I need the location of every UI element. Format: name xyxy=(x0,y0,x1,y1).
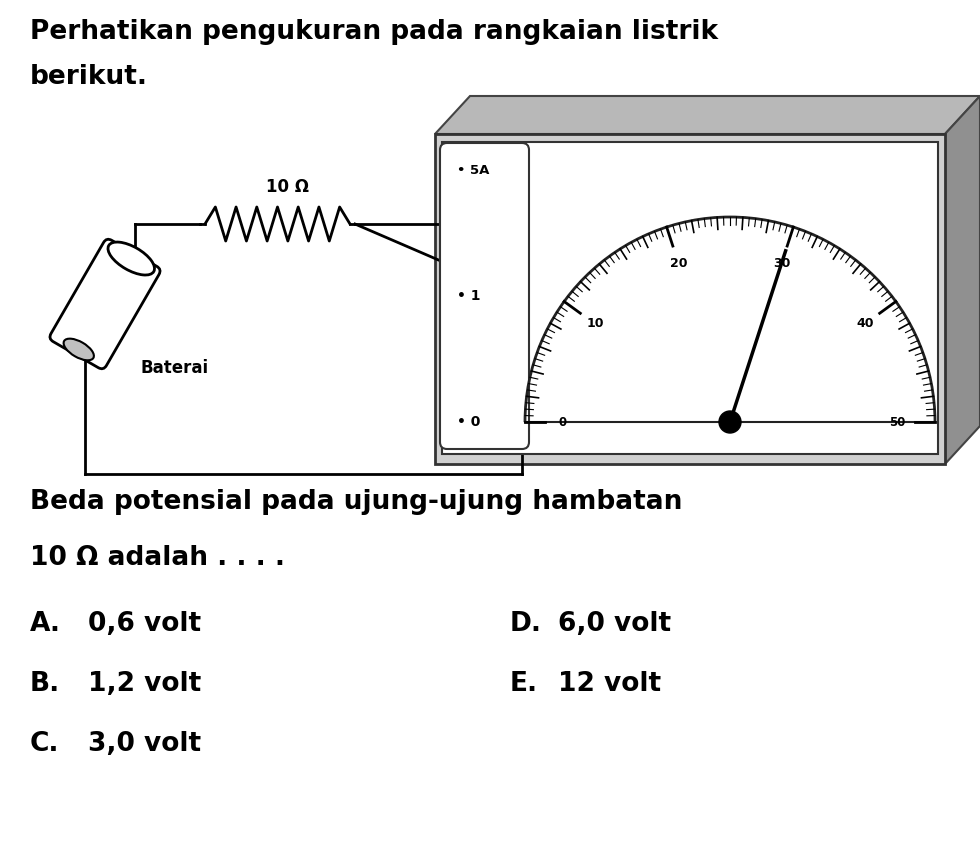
FancyBboxPatch shape xyxy=(50,239,160,369)
Text: • 5A: • 5A xyxy=(457,164,489,176)
Text: C.: C. xyxy=(30,731,60,757)
Text: 0,6 volt: 0,6 volt xyxy=(88,611,201,637)
Polygon shape xyxy=(525,217,935,422)
Text: • 0: • 0 xyxy=(457,415,480,429)
Text: 10 Ω: 10 Ω xyxy=(266,178,309,196)
Text: 50: 50 xyxy=(889,415,906,429)
Polygon shape xyxy=(945,96,980,464)
Polygon shape xyxy=(435,96,980,134)
Text: 1,2 volt: 1,2 volt xyxy=(88,671,201,697)
Text: 6,0 volt: 6,0 volt xyxy=(558,611,671,637)
Text: A.: A. xyxy=(30,611,61,637)
Text: B.: B. xyxy=(30,671,60,697)
Text: 40: 40 xyxy=(857,317,874,330)
Ellipse shape xyxy=(108,242,155,275)
Text: E.: E. xyxy=(510,671,538,697)
Text: Perhatikan pengukuran pada rangkaian listrik: Perhatikan pengukuran pada rangkaian lis… xyxy=(30,19,718,45)
FancyBboxPatch shape xyxy=(440,143,529,449)
Text: 20: 20 xyxy=(669,257,687,270)
Circle shape xyxy=(719,411,741,433)
Text: D.: D. xyxy=(510,611,542,637)
FancyBboxPatch shape xyxy=(435,134,945,464)
Text: 10: 10 xyxy=(586,317,604,330)
Text: 12 volt: 12 volt xyxy=(558,671,662,697)
FancyBboxPatch shape xyxy=(442,142,938,454)
Text: 10 Ω adalah . . . .: 10 Ω adalah . . . . xyxy=(30,545,285,571)
Text: • 1: • 1 xyxy=(457,289,480,303)
Text: Beda potensial pada ujung-ujung hambatan: Beda potensial pada ujung-ujung hambatan xyxy=(30,489,682,515)
Text: 0: 0 xyxy=(559,415,567,429)
Text: 3,0 volt: 3,0 volt xyxy=(88,731,201,757)
Text: berikut.: berikut. xyxy=(30,64,148,90)
Ellipse shape xyxy=(64,338,94,360)
Text: 30: 30 xyxy=(773,257,790,270)
Text: Baterai: Baterai xyxy=(140,359,208,377)
